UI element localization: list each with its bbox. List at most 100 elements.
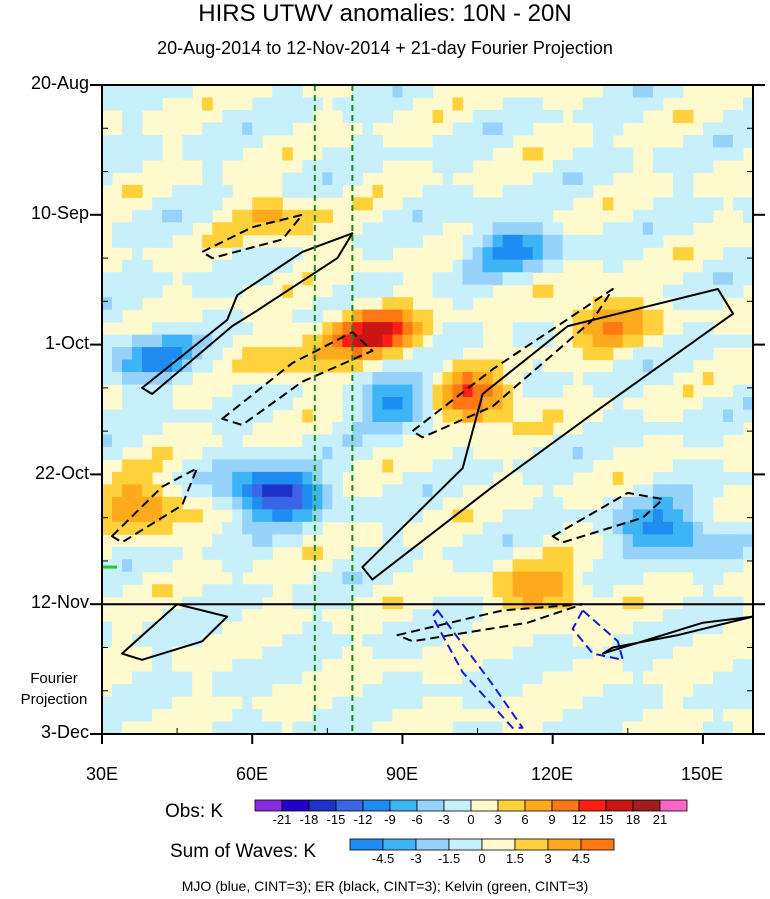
anomaly-cell xyxy=(112,85,123,99)
anomaly-cell xyxy=(122,222,133,236)
anomaly-cell xyxy=(502,721,514,734)
anomaly-cell xyxy=(102,284,113,298)
anomaly-cell xyxy=(602,421,614,436)
anomaly-cell xyxy=(242,509,253,523)
anomaly-cell xyxy=(682,471,694,485)
anomaly-cell xyxy=(622,322,634,336)
anomaly-cell xyxy=(632,571,644,585)
anomaly-cell xyxy=(252,222,263,236)
anomaly-cell xyxy=(502,696,514,710)
anomaly-cell xyxy=(382,521,394,535)
anomaly-cell xyxy=(352,546,363,560)
anomaly-cell xyxy=(622,247,634,261)
anomaly-cell xyxy=(112,496,123,510)
anomaly-cell xyxy=(102,134,113,148)
anomaly-cell xyxy=(482,209,494,223)
anomaly-cell xyxy=(342,496,353,510)
colorbar-tick-label: -12 xyxy=(353,812,373,827)
anomaly-cell xyxy=(432,284,444,298)
anomaly-cell xyxy=(112,671,123,685)
anomaly-cell xyxy=(632,334,644,348)
anomaly-cell xyxy=(372,397,384,411)
anomaly-cell xyxy=(202,459,213,473)
anomaly-cell xyxy=(442,459,454,473)
anomaly-cell xyxy=(442,134,454,148)
anomaly-cell xyxy=(302,434,313,448)
anomaly-cell xyxy=(682,646,694,660)
anomaly-cell xyxy=(432,484,444,498)
anomaly-cell xyxy=(662,159,674,173)
anomaly-cell xyxy=(202,134,213,148)
anomaly-cell xyxy=(312,721,323,734)
anomaly-cell xyxy=(712,684,724,698)
anomaly-cell xyxy=(732,122,744,136)
anomaly-cell xyxy=(142,634,153,648)
anomaly-cell xyxy=(412,309,424,323)
anomaly-cell xyxy=(392,409,404,423)
anomaly-cell xyxy=(562,659,574,673)
anomaly-cell xyxy=(332,696,343,710)
anomaly-cell xyxy=(672,109,684,124)
anomaly-cell xyxy=(552,709,564,723)
anomaly-cell xyxy=(362,409,374,423)
anomaly-cell xyxy=(372,721,384,734)
anomaly-cell xyxy=(652,322,664,336)
anomaly-cell xyxy=(352,272,363,286)
anomaly-cell xyxy=(412,709,424,723)
anomaly-cell xyxy=(472,634,484,648)
anomaly-cell xyxy=(682,559,694,573)
anomaly-cell xyxy=(482,272,494,286)
anomaly-cell xyxy=(692,671,704,685)
anomaly-cell xyxy=(382,347,394,361)
anomaly-cell xyxy=(252,646,263,660)
anomaly-cell xyxy=(152,147,163,161)
anomaly-cell xyxy=(402,85,414,99)
anomaly-cell xyxy=(172,184,183,198)
anomaly-cell xyxy=(162,446,173,461)
anomaly-cell xyxy=(332,359,343,373)
anomaly-cell xyxy=(432,659,444,673)
anomaly-cell xyxy=(512,659,524,673)
anomaly-cell xyxy=(382,234,394,248)
anomaly-cell xyxy=(362,284,374,298)
anomaly-cell xyxy=(272,247,283,261)
anomaly-cell xyxy=(502,222,514,236)
anomaly-cell xyxy=(702,546,714,560)
anomaly-cell xyxy=(192,147,203,161)
anomaly-cell xyxy=(732,471,744,485)
anomaly-cell xyxy=(472,272,484,286)
anomaly-cell xyxy=(162,272,173,286)
anomaly-cell xyxy=(222,671,233,685)
anomaly-cell xyxy=(252,259,263,273)
anomaly-cell xyxy=(562,172,574,186)
anomaly-cell xyxy=(202,584,213,598)
anomaly-cell xyxy=(612,109,624,124)
anomaly-cell xyxy=(432,397,444,411)
anomaly-cell xyxy=(292,609,303,623)
anomaly-cell xyxy=(302,471,313,485)
anomaly-cell xyxy=(322,172,333,186)
anomaly-cell xyxy=(432,634,444,648)
anomaly-cell xyxy=(402,384,414,398)
anomaly-cell xyxy=(652,634,664,648)
anomaly-cell xyxy=(272,521,283,535)
anomaly-cell xyxy=(532,696,544,710)
anomaly-cell xyxy=(672,696,684,710)
anomaly-cell xyxy=(502,546,514,560)
anomaly-cell xyxy=(532,109,544,124)
anomaly-cell xyxy=(262,709,273,723)
anomaly-cell xyxy=(342,671,353,685)
anomaly-cell xyxy=(642,546,654,560)
anomaly-cell xyxy=(452,471,464,485)
anomaly-cell xyxy=(152,721,163,734)
anomaly-cell xyxy=(332,671,343,685)
anomaly-cell xyxy=(282,709,293,723)
anomaly-cell xyxy=(622,696,634,710)
anomaly-cell xyxy=(432,459,444,473)
anomaly-cell xyxy=(102,334,113,348)
anomaly-cell xyxy=(452,546,464,560)
anomaly-cell xyxy=(212,309,223,323)
anomaly-cell xyxy=(292,109,303,124)
anomaly-cell xyxy=(592,721,604,734)
y-tick-label: 20-Aug xyxy=(30,73,89,93)
